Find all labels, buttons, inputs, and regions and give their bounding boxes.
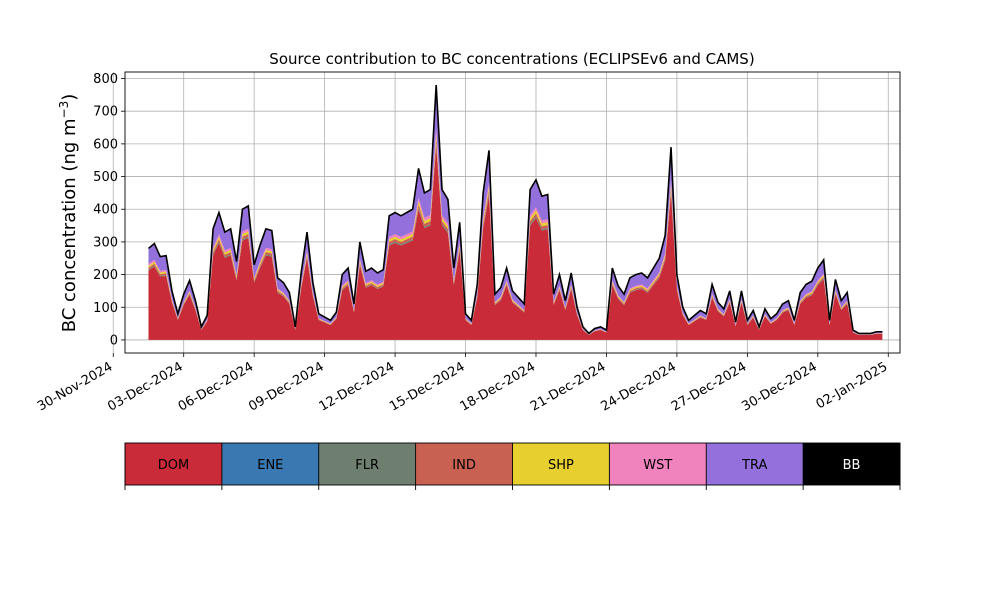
legend-label-dom: DOM	[158, 458, 189, 473]
y-axis-label: BC concentration (ng m−3)	[57, 94, 80, 333]
x-tick-label: 03-Dec-2024	[105, 359, 185, 414]
legend-swatch-flr	[318, 443, 416, 485]
x-tick-label: 21-Dec-2024	[528, 359, 608, 414]
y-tick-label: 0	[110, 333, 118, 348]
legend-label-flr: FLR	[355, 458, 379, 473]
stacked-areas	[147, 85, 883, 340]
legend-swatch-ene	[221, 443, 319, 485]
y-tick-label: 200	[93, 268, 118, 283]
legend-swatch-shp	[512, 443, 610, 485]
y-tick-label: 300	[93, 235, 118, 250]
legend-label-ind: IND	[452, 458, 476, 473]
legend-label-tra: TRA	[741, 458, 767, 473]
y-tick-label: 100	[93, 301, 118, 316]
total-line	[147, 85, 883, 335]
legend: DOM ENE FLR IND SHP WST TRA BB	[124, 442, 901, 490]
legend-swatch-bb	[803, 443, 900, 485]
plot-frame	[124, 71, 901, 354]
legend-swatch-tra	[706, 443, 804, 485]
y-tick-label: 500	[93, 170, 118, 185]
legend-swatch-ind	[415, 443, 513, 485]
legend-label-wst: WST	[643, 458, 672, 473]
legend-label-ene: ENE	[257, 458, 283, 473]
y-tick-label: 700	[93, 105, 118, 120]
legend-label-shp: SHP	[548, 458, 574, 473]
x-tick-label: 30-Dec-2024	[739, 359, 819, 414]
legend-label-bb: BB	[843, 458, 861, 473]
legend-swatch-wst	[609, 443, 707, 485]
y-tick-label: 800	[93, 72, 118, 87]
x-tick-label: 24-Dec-2024	[598, 359, 678, 414]
x-tick-label: 02-Jan-2025	[814, 359, 891, 412]
x-tick-label: 27-Dec-2024	[669, 359, 749, 414]
chart-title: Source contribution to BC concentrations…	[269, 50, 754, 68]
x-tick-label: 18-Dec-2024	[458, 359, 538, 414]
x-tick-label: 12-Dec-2024	[317, 359, 397, 414]
x-tick-label: 09-Dec-2024	[246, 359, 326, 414]
y-tick-label: 600	[93, 137, 118, 152]
axes: 0 100 200 300 400 500 600 700 800 30-Nov-202403-D…	[35, 71, 901, 415]
y-tick-label: 400	[93, 203, 118, 218]
x-tick-label: 15-Dec-2024	[387, 359, 467, 414]
area-series-dom	[148, 146, 883, 340]
x-tick-label: 06-Dec-2024	[176, 359, 256, 414]
legend-swatch-dom	[125, 443, 222, 485]
x-tick-label: 30-Nov-2024	[35, 359, 115, 414]
